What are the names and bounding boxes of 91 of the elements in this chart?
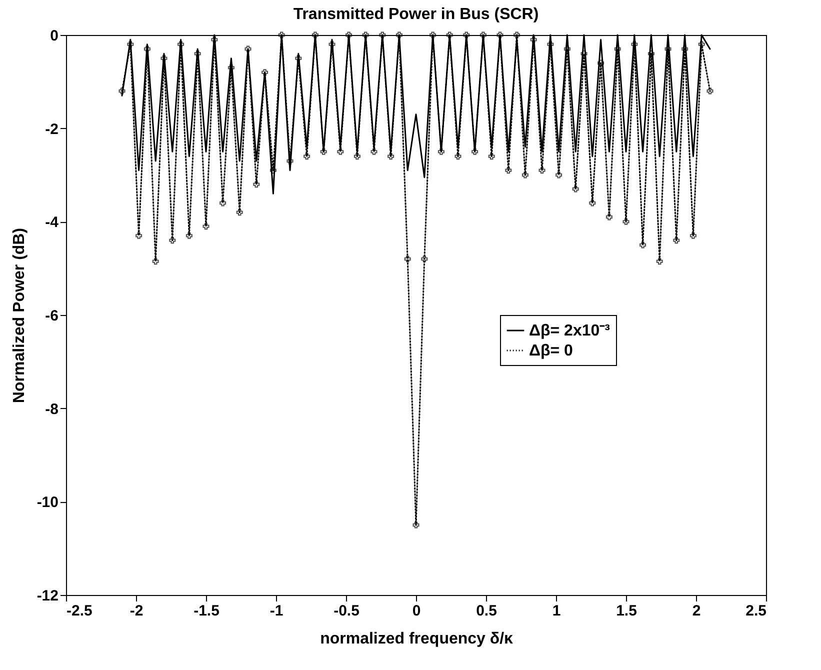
point bbox=[589, 200, 596, 206]
point bbox=[320, 148, 327, 155]
point bbox=[622, 218, 630, 225]
point bbox=[412, 522, 420, 528]
x-tick-label: 1 bbox=[552, 602, 561, 620]
point bbox=[454, 153, 462, 160]
point bbox=[169, 237, 176, 244]
point bbox=[278, 32, 285, 38]
point bbox=[522, 172, 528, 178]
point bbox=[480, 32, 486, 38]
point bbox=[606, 214, 612, 220]
point bbox=[211, 36, 218, 43]
y-tick-label: -8 bbox=[45, 400, 58, 418]
x-tick-label: -0.5 bbox=[334, 602, 360, 620]
x-tick-label: -1 bbox=[270, 602, 284, 620]
point bbox=[362, 32, 369, 38]
point bbox=[421, 256, 428, 262]
point bbox=[118, 88, 126, 94]
point bbox=[572, 186, 579, 192]
point bbox=[598, 60, 604, 66]
point bbox=[438, 148, 444, 155]
point bbox=[262, 69, 268, 76]
point bbox=[152, 258, 159, 265]
point bbox=[295, 55, 302, 62]
point bbox=[631, 41, 638, 48]
point bbox=[312, 32, 318, 38]
point bbox=[228, 64, 234, 71]
point bbox=[538, 167, 546, 174]
point bbox=[304, 153, 310, 160]
point bbox=[253, 181, 260, 188]
point bbox=[354, 153, 360, 160]
x-axis-title: normalized frequency δ/κ bbox=[320, 630, 514, 648]
point bbox=[673, 237, 680, 244]
point bbox=[202, 223, 210, 230]
y-tick-label: -10 bbox=[36, 494, 58, 512]
point bbox=[337, 148, 344, 155]
point bbox=[472, 148, 478, 155]
x-tick-label: -1.5 bbox=[194, 602, 220, 620]
point bbox=[160, 55, 168, 62]
y-axis-title: Normalized Power (dB) bbox=[10, 228, 28, 404]
y-tick-label: 0 bbox=[50, 28, 58, 44]
point bbox=[178, 41, 184, 48]
x-tick-label: 1.5 bbox=[616, 602, 637, 620]
point bbox=[194, 50, 201, 57]
point bbox=[144, 46, 150, 52]
chart-title: Transmitted Power in Bus (SCR) bbox=[293, 6, 539, 23]
point bbox=[614, 46, 621, 52]
point bbox=[530, 36, 537, 43]
y-tick-label: -12 bbox=[36, 588, 58, 604]
point bbox=[127, 41, 134, 48]
point bbox=[404, 256, 411, 262]
point bbox=[706, 88, 714, 94]
point bbox=[547, 41, 554, 48]
legend-label: Δβ= 0 bbox=[529, 342, 574, 360]
point bbox=[514, 32, 520, 38]
y-tick-label: -4 bbox=[45, 214, 60, 232]
point bbox=[328, 41, 336, 48]
point bbox=[556, 172, 562, 178]
point bbox=[488, 153, 495, 160]
point bbox=[370, 148, 378, 155]
x-tick-label: 0.5 bbox=[476, 602, 497, 620]
point bbox=[690, 232, 696, 239]
point bbox=[640, 242, 646, 248]
point bbox=[244, 46, 252, 52]
point bbox=[446, 32, 453, 38]
y-tick-label: -6 bbox=[45, 308, 58, 324]
point bbox=[463, 32, 470, 38]
x-tick-label: -2 bbox=[130, 602, 144, 620]
y-tick-label: -2 bbox=[45, 120, 58, 138]
point bbox=[496, 32, 504, 38]
point bbox=[664, 46, 672, 52]
x-tick-label: 2.5 bbox=[746, 602, 766, 620]
point bbox=[564, 46, 570, 52]
point bbox=[286, 158, 294, 164]
point bbox=[220, 200, 226, 206]
point bbox=[186, 232, 192, 239]
point bbox=[580, 50, 588, 57]
point bbox=[430, 32, 436, 38]
point bbox=[698, 41, 705, 48]
x-tick-label: -2.5 bbox=[66, 602, 92, 620]
point bbox=[236, 209, 243, 216]
point bbox=[505, 167, 512, 174]
x-tick-label: 0 bbox=[412, 602, 421, 620]
point bbox=[136, 232, 142, 239]
point bbox=[388, 153, 394, 160]
point bbox=[656, 258, 663, 265]
x-tick-label: 2 bbox=[692, 602, 701, 620]
point bbox=[379, 32, 386, 38]
point bbox=[396, 32, 402, 38]
point bbox=[346, 32, 352, 38]
legend-label: Δβ= 2x10⁻³ bbox=[529, 322, 610, 340]
